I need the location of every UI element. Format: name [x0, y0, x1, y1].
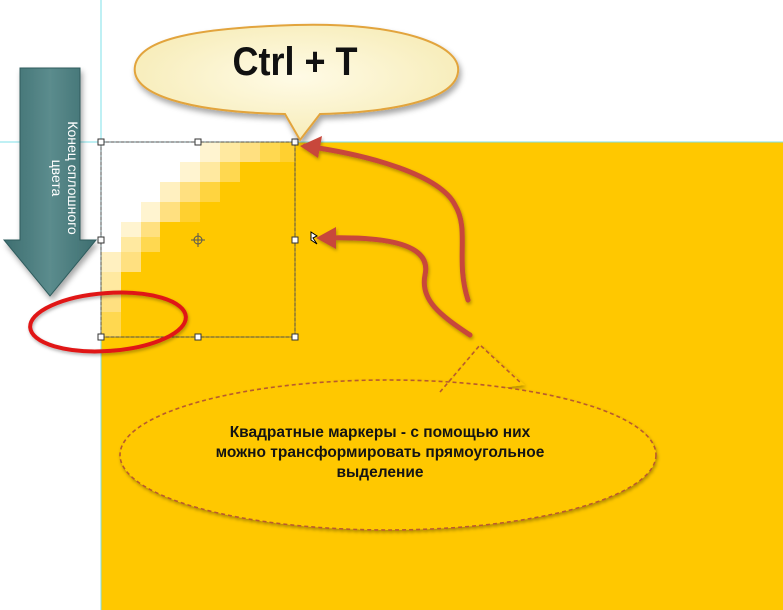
arrow-label: Конец сплошного цвета [37, 103, 81, 253]
arrow-down-icon [2, 67, 98, 297]
square-handle-icon[interactable] [194, 138, 202, 146]
square-handle-icon[interactable] [97, 236, 105, 244]
note-text-line2: можно трансформировать прямоугольное [215, 444, 545, 461]
canvas-fill [101, 142, 783, 610]
transform-handles[interactable] [97, 138, 299, 341]
square-handle-icon[interactable] [97, 138, 105, 146]
note-text-line3: выделение [336, 464, 424, 481]
square-handle-icon[interactable] [291, 236, 299, 244]
shortcut-speech-bubble [133, 23, 460, 142]
note-text: Квадратные маркеры - с помощью них можно… [175, 423, 585, 483]
square-handle-icon[interactable] [291, 333, 299, 341]
note-text-line1: Квадратные маркеры - с помощью них [229, 424, 531, 441]
shortcut-label: Ctrl + T [232, 40, 358, 84]
square-handle-icon[interactable] [291, 138, 299, 146]
scale-cursor-icon [310, 231, 318, 245]
pixelated-corner [101, 142, 295, 337]
pointer-arrows [300, 136, 473, 338]
square-handle-icon[interactable] [194, 333, 202, 341]
note-callout [119, 343, 657, 531]
arrow-label-line1: Конец сплошного [65, 121, 81, 235]
highlight-ellipse [28, 290, 188, 354]
crosshair-icon[interactable] [191, 233, 205, 247]
arrow-label-line2: цвета [49, 159, 65, 197]
square-handle-icon[interactable] [97, 333, 105, 341]
